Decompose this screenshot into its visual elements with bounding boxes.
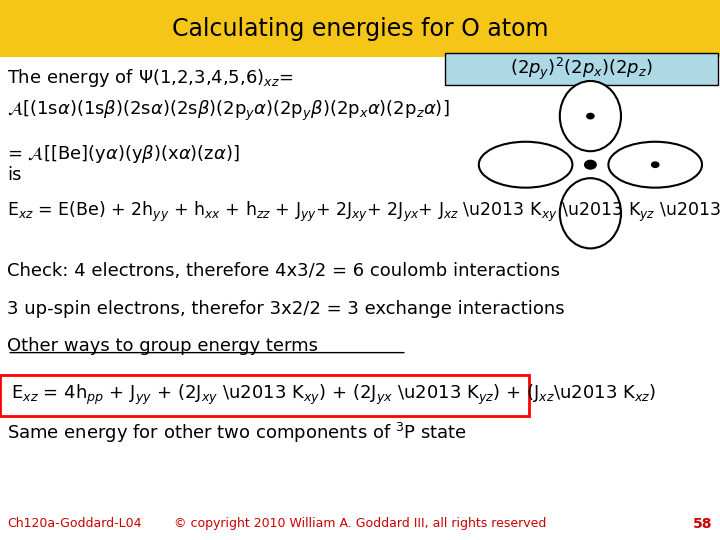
Text: E$_{xz}$ = 4h$_{pp}$ + J$_{yy}$ + (2J$_{xy}$ \u2013 K$_{xy}$) + (2J$_{yx}$ \u201: E$_{xz}$ = 4h$_{pp}$ + J$_{yy}$ + (2J$_{… — [11, 383, 656, 407]
Text: $\mathcal{A}$[(1s$\alpha$)(1s$\beta$)(2s$\alpha$)(2s$\beta$)(2p$_y\alpha$)(2p$_y: $\mathcal{A}$[(1s$\alpha$)(1s$\beta$)(2s… — [7, 99, 450, 123]
Ellipse shape — [560, 81, 621, 151]
Text: Other ways to group energy terms: Other ways to group energy terms — [7, 336, 318, 355]
Circle shape — [652, 162, 659, 167]
Text: Calculating energies for O atom: Calculating energies for O atom — [172, 17, 548, 40]
Circle shape — [585, 160, 596, 169]
Text: Ch120a-Goddard-L04: Ch120a-Goddard-L04 — [7, 517, 142, 530]
FancyBboxPatch shape — [445, 53, 718, 85]
Text: $(2p_y)^2(2p_x)(2p_z)$: $(2p_y)^2(2p_x)(2p_z)$ — [510, 56, 653, 82]
Circle shape — [587, 113, 594, 119]
Text: Check: 4 electrons, therefore 4x3/2 = 6 coulomb interactions: Check: 4 electrons, therefore 4x3/2 = 6 … — [7, 262, 560, 280]
Ellipse shape — [479, 142, 572, 188]
Text: is: is — [7, 166, 22, 185]
Text: 3 up-spin electrons, therefor 3x2/2 = 3 exchange interactions: 3 up-spin electrons, therefor 3x2/2 = 3 … — [7, 300, 564, 318]
Text: Same energy for other two components of $^3$P state: Same energy for other two components of … — [7, 421, 467, 445]
FancyBboxPatch shape — [0, 375, 529, 416]
Text: 58: 58 — [693, 517, 713, 531]
FancyBboxPatch shape — [0, 0, 720, 57]
Ellipse shape — [560, 178, 621, 248]
Ellipse shape — [608, 142, 702, 188]
Text: = $\mathcal{A}$[[Be](y$\alpha$)(y$\beta$)(x$\alpha$)(z$\alpha$)]: = $\mathcal{A}$[[Be](y$\alpha$)(y$\beta$… — [7, 143, 240, 165]
Text: The energy of $\Psi$(1,2,3,4,5,6)$_{xz}$=: The energy of $\Psi$(1,2,3,4,5,6)$_{xz}$… — [7, 68, 294, 89]
Text: © copyright 2010 William A. Goddard III, all rights reserved: © copyright 2010 William A. Goddard III,… — [174, 517, 546, 530]
Text: E$_{xz}$ = E(Be) + 2h$_{yy}$ + h$_{xx}$ + h$_{zz}$ + J$_{yy}$+ 2J$_{xy}$+ 2J$_{y: E$_{xz}$ = E(Be) + 2h$_{yy}$ + h$_{xx}$ … — [7, 200, 720, 224]
